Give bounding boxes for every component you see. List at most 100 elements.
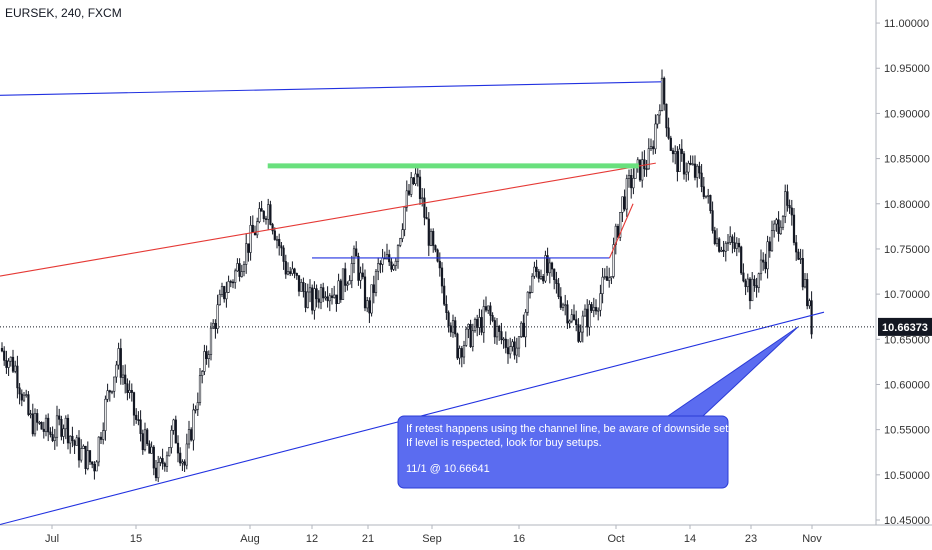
candle-body [163,463,166,467]
x-tick-label: Oct [607,533,624,545]
candle-body [190,429,193,441]
candle-body [471,330,474,348]
candle-body [414,173,417,185]
callout-text-line: If retest happens using the channel line… [406,423,749,435]
candle-body [434,245,437,251]
candle-body [638,159,642,181]
candle-body [368,300,371,314]
candle-body [542,276,545,282]
trendline[interactable] [0,81,662,96]
candle-body [31,413,34,435]
candle-body [786,191,789,206]
candle-body [764,261,767,270]
candle-body [157,462,160,479]
candle-body [590,304,593,311]
x-tick-label: Jul [45,533,59,545]
candle-body [693,163,697,178]
callout-box[interactable] [397,415,729,489]
candle-body [489,305,492,316]
y-tick-label: 10.60000 [884,379,930,391]
candle-body [330,295,334,298]
candle-body [588,304,591,328]
y-tick-label: 10.95000 [884,63,930,75]
candle-body [363,276,367,309]
candle-body [267,204,270,220]
candle-body [709,195,712,211]
candle-body [313,288,316,311]
candle-body [139,419,142,434]
candle-body [421,197,424,200]
candle-body [317,298,320,303]
candle-body [773,223,776,231]
trendline[interactable] [609,203,634,259]
candle-body [480,317,483,333]
candle-body [704,195,708,198]
candle-body [27,394,30,415]
candle-body [291,268,294,274]
candle-body [757,273,760,288]
candle-body [71,435,74,442]
candle-body [663,77,666,105]
y-tick-label: 11.00000 [884,18,929,30]
candle-body [234,270,237,283]
candle-body [220,286,224,295]
candle-body [212,322,215,329]
candle-body [720,249,723,252]
candle-body [278,238,281,247]
candle-body [643,159,646,170]
candle-body [795,242,798,253]
current-price-label: 10.66373 [882,322,928,334]
candle-body [623,196,626,210]
candle-body [654,123,657,150]
candle-body [592,307,595,311]
candle-body [7,360,10,368]
candle-body [473,319,477,332]
x-tick-label: 14 [684,533,696,545]
candle-body [581,315,584,333]
y-tick-label: 10.90000 [884,108,930,120]
candle-body [691,163,694,166]
candle-body [53,436,56,441]
candle-body [625,178,628,210]
candle-body [412,177,415,185]
candle-body [744,280,747,288]
candle-body [766,241,769,270]
candle-body [196,402,199,410]
candle-body [524,311,527,338]
candle-body [762,259,765,263]
candle-body [504,338,507,348]
x-tick-label: 23 [745,533,757,545]
candle-body [583,308,587,317]
candle-body [159,458,162,463]
candle-body [16,365,19,389]
candle-body [792,214,796,243]
candle-body [84,445,87,469]
candle-body [251,224,254,233]
candle-body [610,276,613,279]
y-tick-label: 10.70000 [884,289,930,301]
candle-body [60,419,63,437]
candle-body [526,291,529,313]
candle-body [790,207,793,216]
candle-body [599,293,602,311]
candle-body [700,172,703,188]
candle-body [315,288,318,300]
candle-body [113,376,116,392]
candle-body [273,230,276,240]
candle-body [454,320,457,335]
candle-body [172,419,175,431]
candle-body [775,219,778,225]
candle-body [678,148,681,172]
candle-body [570,314,573,322]
candle-body [491,315,494,321]
candle-body [698,165,701,174]
candle-body [579,331,582,342]
candle-body [319,287,323,303]
y-tick-label: 10.50000 [884,470,930,482]
trendline[interactable] [0,162,656,277]
candle-body [264,218,268,220]
candle-body [478,317,481,328]
callout-text-line: If level is respected, look for buy setu… [406,437,602,449]
